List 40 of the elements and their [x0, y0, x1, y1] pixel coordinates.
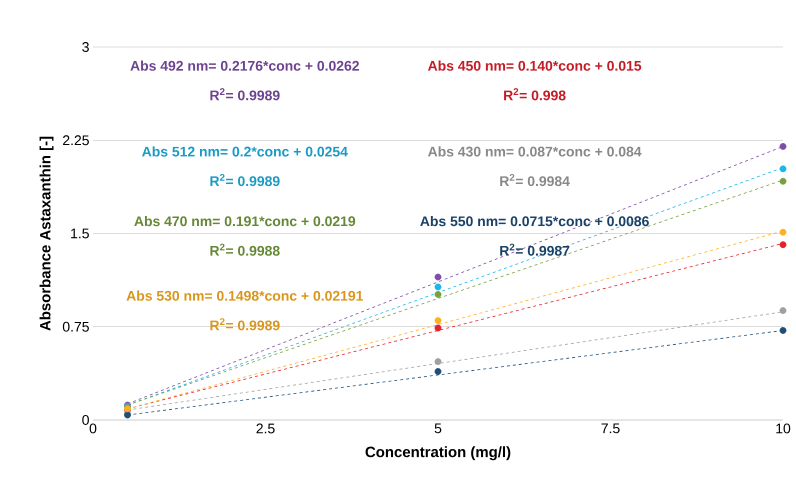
annotation: R$^{2}$= 0.998: [504, 88, 566, 100]
y-tick-label: 2.25: [63, 135, 89, 146]
annotation: R$^{2}$= 0.9989: [210, 88, 280, 100]
x-tick-label: 5: [434, 424, 442, 434]
y-tick-label: 0: [82, 415, 89, 425]
annotation: R$^{2}$= 0.9989: [210, 318, 280, 330]
point: [780, 178, 786, 185]
y-tick-label: 1.5: [71, 228, 89, 238]
point: [780, 241, 786, 248]
annotation: R$^{2}$= 0.9989: [210, 174, 280, 186]
point: [434, 358, 442, 365]
y-axis-title: Absorbance Astaxanthin [-]: [40, 136, 54, 331]
x-tick-label: 0: [90, 424, 96, 434]
point: [780, 228, 786, 236]
x-tick-label: 10: [776, 424, 790, 434]
point: [434, 317, 442, 324]
annotation: Abs 512 nm= 0.2*conc + 0.0254: [142, 146, 348, 157]
annotation: R$^{2}$= 0.9984: [500, 174, 570, 186]
y-tick-label: 0.75: [62, 322, 89, 332]
point: [434, 324, 442, 332]
point: [434, 291, 442, 298]
y-tick-label: 3: [82, 42, 89, 52]
x-tick-label: 2.5: [256, 424, 275, 434]
annotation: Abs 530 nm= 0.1498*conc + 0.02191: [126, 290, 364, 301]
point: [780, 307, 786, 314]
annotation: R$^{2}$= 0.9987: [500, 244, 570, 256]
point: [780, 165, 786, 172]
point: [434, 274, 442, 280]
point: [780, 143, 786, 150]
point: [780, 327, 786, 334]
annotation: Abs 470 nm= 0.191*conc + 0.0219: [134, 216, 356, 226]
point: [434, 368, 442, 375]
x-tick-label: 7.5: [602, 424, 620, 434]
annotation: Abs 430 nm= 0.087*conc + 0.084: [428, 146, 642, 157]
annotation: Abs 550 nm= 0.0715*conc + 0.0086: [420, 216, 649, 226]
annotation: R$^{2}$= 0.9988: [210, 244, 280, 256]
x-axis-title: Concentration (mg/l): [366, 446, 510, 460]
point: [434, 284, 442, 290]
annotation: Abs 492 nm= 0.2176*conc + 0.0262: [130, 60, 359, 71]
annotation: Abs 450 nm= 0.140*conc + 0.015: [428, 60, 642, 71]
